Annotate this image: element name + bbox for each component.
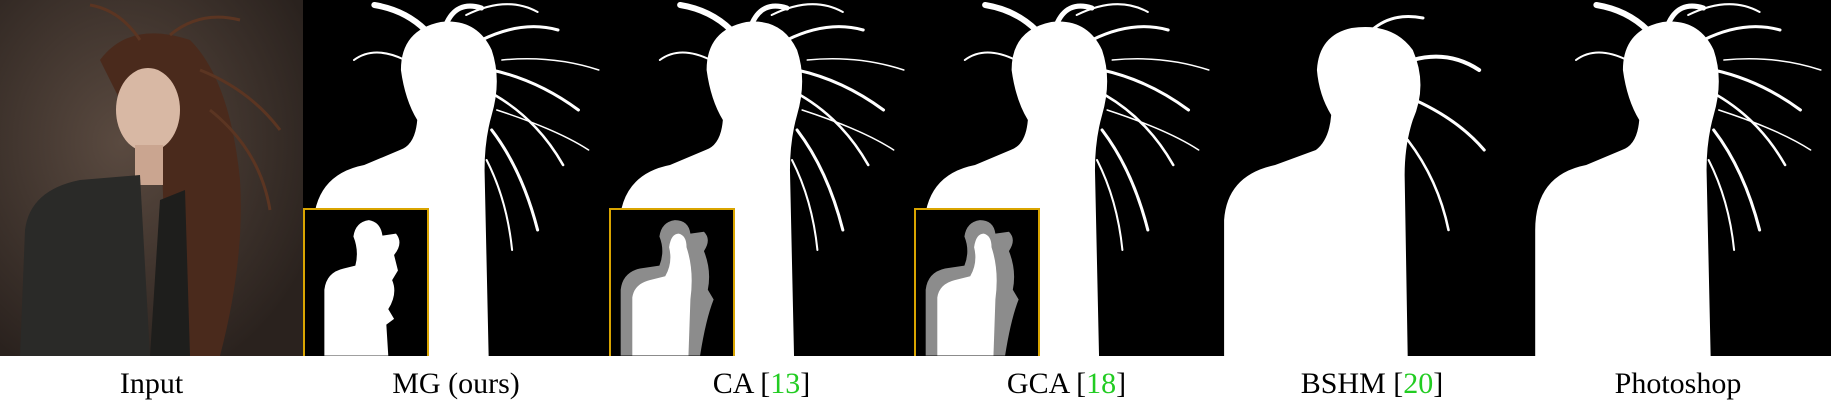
citation-link[interactable]: 13 bbox=[770, 367, 801, 400]
caption-mg: MG (ours) bbox=[392, 367, 520, 400]
citation-link[interactable]: 20 bbox=[1403, 367, 1434, 400]
caption-bshm: BSHM [20] bbox=[1300, 367, 1444, 400]
trimap-inset bbox=[914, 208, 1040, 356]
caption-input: Input bbox=[119, 367, 184, 400]
matte-ca bbox=[609, 0, 914, 356]
matte-photoshop bbox=[1525, 0, 1831, 356]
alpha-matte-photoshop bbox=[1525, 0, 1831, 356]
trimap-inset bbox=[609, 208, 735, 356]
matte-mg bbox=[303, 0, 609, 356]
input-photo bbox=[0, 0, 303, 356]
caption-photoshop: Photoshop bbox=[1614, 367, 1742, 400]
citation-link[interactable]: 18 bbox=[1086, 367, 1117, 400]
caption-gca: GCA [18] bbox=[1006, 367, 1127, 400]
alpha-matte-bshm bbox=[1224, 15, 1486, 356]
matte-bshm bbox=[1219, 0, 1525, 356]
caption-ca: CA [13] bbox=[712, 367, 811, 400]
matte-gca bbox=[914, 0, 1219, 356]
portrait-image bbox=[0, 0, 303, 356]
trimap-inset bbox=[303, 208, 429, 356]
